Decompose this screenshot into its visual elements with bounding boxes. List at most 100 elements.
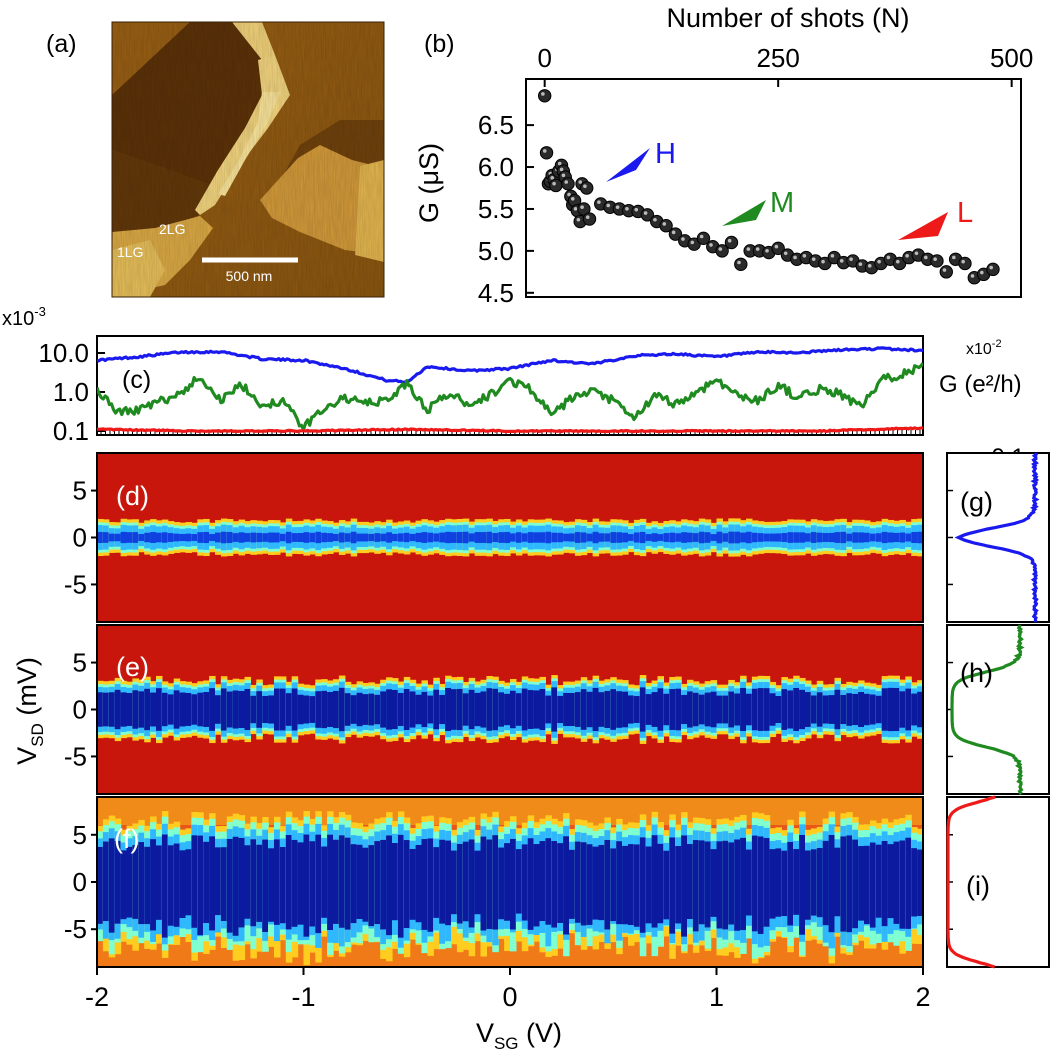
heatmap-cell	[167, 845, 175, 926]
heatmap-cell	[563, 692, 570, 727]
heatmap-cell	[468, 689, 476, 730]
heatmap-cell	[663, 533, 670, 542]
side-panel-i	[946, 795, 1050, 969]
heatmap-cell	[250, 532, 257, 543]
b-data-point-highlight	[830, 253, 835, 258]
heatmap-cell	[392, 689, 399, 730]
heatmap-cell	[793, 687, 800, 731]
heatmap-cell	[114, 689, 122, 730]
heatmap-cell	[793, 532, 800, 543]
heatmap-cell	[533, 844, 541, 927]
heatmap-cell	[533, 532, 541, 543]
b-data-point	[668, 227, 683, 241]
heatmap-cell	[179, 533, 187, 542]
heatmap-cell	[215, 695, 222, 724]
heatmap-cell	[651, 533, 659, 542]
heatmap-ytick-label: -5	[64, 569, 87, 599]
b-data-point-highlight	[933, 257, 937, 261]
heatmap-cell	[574, 841, 582, 923]
heatmap-cell	[657, 843, 664, 924]
heatmap-cell	[268, 695, 275, 724]
heatmap-cell	[740, 837, 747, 931]
heatmap-cell	[622, 691, 629, 728]
b-data-point-highlight	[580, 205, 584, 209]
b-ytick-label: 4.5	[478, 278, 514, 308]
heatmap-cell	[822, 695, 830, 724]
heatmap-xtick-label: 2	[915, 982, 930, 1012]
heatmap-cell	[344, 837, 352, 930]
b-data-point-highlight	[583, 184, 587, 188]
heatmap-ytick-label: 0	[73, 523, 87, 553]
heatmap-cell	[132, 532, 139, 543]
heatmap-cell	[740, 532, 747, 543]
heatmap-cell	[344, 693, 352, 726]
heatmap-cell	[592, 687, 600, 732]
heatmap-cell	[392, 533, 399, 542]
heatmap-cell	[917, 691, 924, 728]
c-series-H	[97, 346, 923, 384]
panel-label-e: (e)	[116, 652, 149, 682]
heatmap-cell	[468, 839, 476, 928]
heatmap-cell	[197, 692, 204, 727]
heatmap-cell	[592, 846, 600, 920]
b-data-point-highlight	[746, 247, 751, 251]
heatmap-cell	[681, 694, 688, 725]
heatmap-cell	[722, 695, 729, 724]
heatmap-cell	[374, 694, 381, 725]
heatmap-cell	[515, 849, 523, 914]
heatmap-cell	[350, 695, 358, 724]
heatmap-cell	[321, 532, 328, 543]
heatmap-cell	[698, 531, 706, 544]
heatmap-cell	[303, 834, 310, 937]
heatmap-cell	[126, 532, 133, 543]
heatmap-cell	[616, 532, 623, 543]
heatmap-cell	[569, 849, 576, 919]
heatmap-cell	[846, 693, 853, 726]
heatmap-cell	[710, 534, 718, 541]
heatmap-cell	[905, 688, 912, 731]
b-data-point-highlight	[783, 251, 788, 256]
heatmap-cell	[421, 691, 428, 728]
heatmap-cell	[781, 689, 788, 730]
heatmap-cell	[327, 834, 334, 931]
heatmap-cell	[409, 691, 417, 728]
heatmap-cell	[226, 691, 234, 728]
heatmap-cell	[799, 532, 806, 543]
heatmap-cell	[392, 843, 399, 921]
afm-label-2lg: 2LG	[159, 221, 185, 237]
heatmap-cell	[462, 531, 470, 544]
b-data-point-highlight	[970, 274, 975, 278]
c-ytick-label: 10.0	[38, 338, 89, 368]
heatmap-cell	[150, 692, 157, 727]
heatmap-cell	[911, 532, 918, 543]
heatmap-cell	[439, 839, 446, 924]
b-data-point-highlight	[542, 149, 547, 153]
b-ylabel: G (μS)	[414, 143, 444, 223]
heatmap-cell	[504, 693, 511, 726]
heatmap-cell	[274, 532, 281, 543]
heatmap-cell	[628, 695, 635, 724]
b-annotation-L: L	[957, 197, 973, 229]
heatmap-cell	[669, 689, 676, 730]
b-data-point	[958, 256, 972, 271]
b-axes-frame	[525, 78, 1022, 298]
heatmap-cell	[799, 834, 806, 935]
b-data-point-highlight	[699, 234, 704, 239]
heatmap-cell	[232, 836, 240, 936]
heatmap-cell	[816, 532, 824, 543]
heatmap-cell	[403, 840, 411, 929]
c-exponent-right: x10-2	[966, 338, 1002, 358]
heatmap-cell	[899, 691, 906, 728]
heatmap-cell	[262, 695, 269, 724]
heatmap-cell	[156, 845, 163, 920]
heatmap-cell	[303, 695, 310, 724]
heatmap-cell	[167, 694, 175, 725]
heatmap-cell	[527, 532, 535, 543]
heatmap-cell	[551, 532, 558, 543]
heatmap-cell	[356, 844, 364, 919]
heatmap-cell	[144, 846, 151, 925]
heatmap-cell	[510, 838, 517, 930]
heatmap-cell	[858, 846, 865, 921]
heatmap-cell	[480, 532, 487, 543]
b-data-point-highlight	[561, 173, 566, 178]
